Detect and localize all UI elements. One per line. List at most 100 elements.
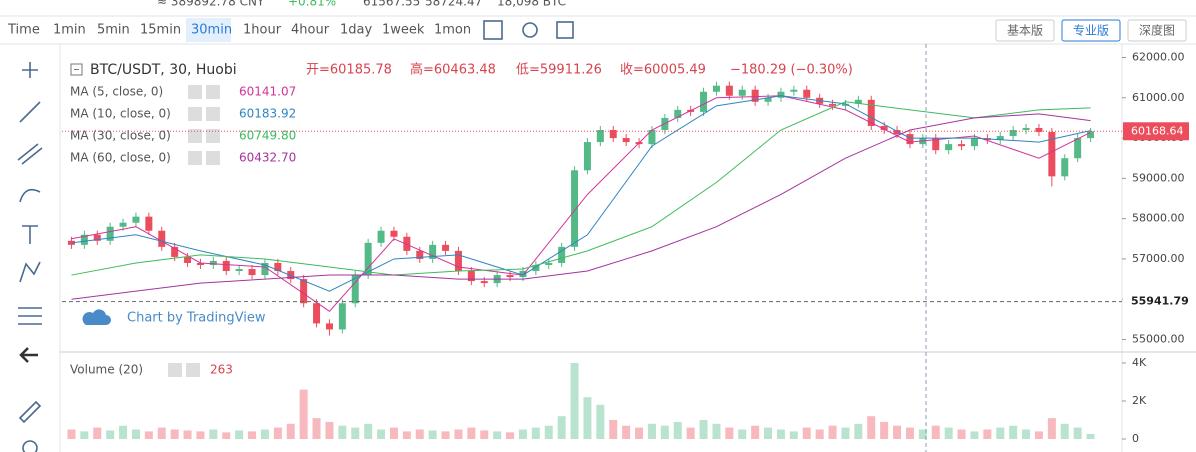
candle-body bbox=[970, 138, 978, 147]
candle-body bbox=[274, 262, 282, 272]
text-tool[interactable] bbox=[22, 225, 38, 244]
candle-body bbox=[945, 144, 953, 151]
close-btn[interactable] bbox=[186, 363, 200, 377]
volume-bar bbox=[802, 427, 811, 439]
candle-body bbox=[106, 226, 114, 241]
candle-body bbox=[390, 230, 398, 237]
ma-value: 60141.07 bbox=[239, 85, 296, 99]
toolbar-icons[interactable] bbox=[483, 20, 574, 40]
volume-bar bbox=[338, 425, 347, 439]
interval[interactable]: Time bbox=[7, 23, 40, 38]
settings-btn[interactable] bbox=[188, 151, 202, 165]
interval[interactable]: 5min bbox=[97, 23, 130, 38]
mode-label[interactable]: 专业版 bbox=[1073, 23, 1109, 38]
candle-body bbox=[442, 244, 450, 251]
volume-bar bbox=[248, 431, 257, 439]
zoom[interactable] bbox=[22, 440, 38, 452]
volume-bar bbox=[544, 425, 553, 439]
ruler[interactable] bbox=[18, 400, 42, 424]
close-btn[interactable] bbox=[206, 129, 220, 143]
settings-btn[interactable] bbox=[188, 85, 202, 99]
volume-bar bbox=[183, 430, 192, 439]
fib[interactable] bbox=[17, 143, 43, 165]
candle-body bbox=[751, 89, 759, 102]
candle-body bbox=[1087, 131, 1095, 139]
candle-body bbox=[545, 262, 553, 265]
mode-btn[interactable] bbox=[1061, 19, 1121, 42]
candle-body bbox=[790, 89, 798, 92]
close-btn[interactable] bbox=[206, 107, 220, 121]
settings-btn[interactable] bbox=[188, 129, 202, 143]
mode-btn[interactable] bbox=[1127, 19, 1187, 42]
mode-label[interactable]: 基本版 bbox=[1007, 24, 1043, 38]
interval[interactable]: 1hour bbox=[243, 23, 282, 38]
interval[interactable]: 1mon bbox=[434, 23, 471, 38]
volume-bar bbox=[738, 429, 747, 439]
screenshot[interactable] bbox=[556, 21, 574, 39]
crosshair[interactable] bbox=[22, 62, 38, 78]
selected-bg bbox=[186, 18, 231, 42]
volume-bar bbox=[144, 431, 153, 439]
y-tick-label: 2K bbox=[1132, 394, 1147, 407]
volume-bar bbox=[286, 423, 295, 439]
volume-bar bbox=[725, 427, 734, 439]
volume-bar bbox=[415, 429, 424, 439]
candle-body bbox=[880, 125, 888, 131]
interval[interactable]: 4hour bbox=[291, 23, 330, 38]
volume-bar bbox=[660, 425, 669, 439]
candle-body bbox=[532, 264, 540, 272]
volume-bar bbox=[170, 429, 179, 439]
volume-bar bbox=[131, 429, 140, 439]
trend-line[interactable] bbox=[19, 101, 41, 123]
candle-body bbox=[1035, 127, 1043, 133]
open: 开=60185.78 bbox=[306, 63, 392, 78]
volume-bar bbox=[1034, 431, 1043, 439]
candle-body bbox=[80, 234, 88, 245]
close-btn[interactable] bbox=[206, 151, 220, 165]
interval[interactable]: 1week bbox=[382, 23, 425, 38]
pattern[interactable] bbox=[19, 261, 41, 283]
candle-body bbox=[583, 142, 591, 171]
candle-body bbox=[467, 271, 475, 282]
volume-bar bbox=[751, 425, 760, 439]
close-btn[interactable] bbox=[206, 85, 220, 99]
ma-value: 60432.70 bbox=[239, 151, 296, 165]
volume-bar bbox=[235, 430, 244, 439]
ma-line bbox=[71, 101, 1091, 276]
settings-btn[interactable] bbox=[188, 107, 202, 121]
volume-bar bbox=[506, 432, 515, 439]
settings[interactable] bbox=[522, 22, 538, 38]
measure[interactable] bbox=[18, 307, 42, 325]
candle-body bbox=[184, 256, 192, 263]
volume-bar bbox=[312, 418, 321, 439]
volume-bar bbox=[635, 427, 644, 439]
bar-style[interactable] bbox=[483, 20, 503, 40]
candle-body bbox=[416, 250, 424, 259]
watermark-logo bbox=[82, 309, 111, 325]
volume-bar bbox=[67, 429, 76, 439]
ma-line bbox=[71, 95, 1091, 312]
y-tick-label: 4K bbox=[1132, 356, 1147, 369]
interval[interactable]: 1min bbox=[53, 23, 86, 38]
collapse[interactable] bbox=[70, 63, 83, 76]
mode-btn[interactable] bbox=[995, 19, 1055, 42]
candle-body bbox=[622, 138, 630, 143]
interval[interactable]: 1day bbox=[340, 23, 372, 38]
candle-body bbox=[648, 130, 656, 145]
settings-btn[interactable] bbox=[168, 363, 182, 377]
interval[interactable]: 30min bbox=[191, 23, 232, 38]
volume: 18,098 BTC bbox=[497, 0, 566, 9]
candle-body bbox=[1061, 158, 1069, 177]
volume-bar bbox=[609, 419, 618, 439]
brush[interactable] bbox=[19, 188, 41, 203]
y-tick-label: 0 bbox=[1132, 432, 1139, 445]
volume-bar bbox=[402, 431, 411, 439]
volume-bar bbox=[583, 397, 592, 439]
back[interactable] bbox=[19, 347, 38, 363]
volume-bar bbox=[441, 431, 450, 439]
candle-body bbox=[158, 230, 166, 247]
mode-label[interactable]: 深度图 bbox=[1139, 23, 1175, 38]
interval[interactable]: 15min bbox=[140, 23, 181, 38]
high: 61567.55 bbox=[363, 0, 420, 9]
left-toolbar[interactable] bbox=[17, 62, 43, 452]
